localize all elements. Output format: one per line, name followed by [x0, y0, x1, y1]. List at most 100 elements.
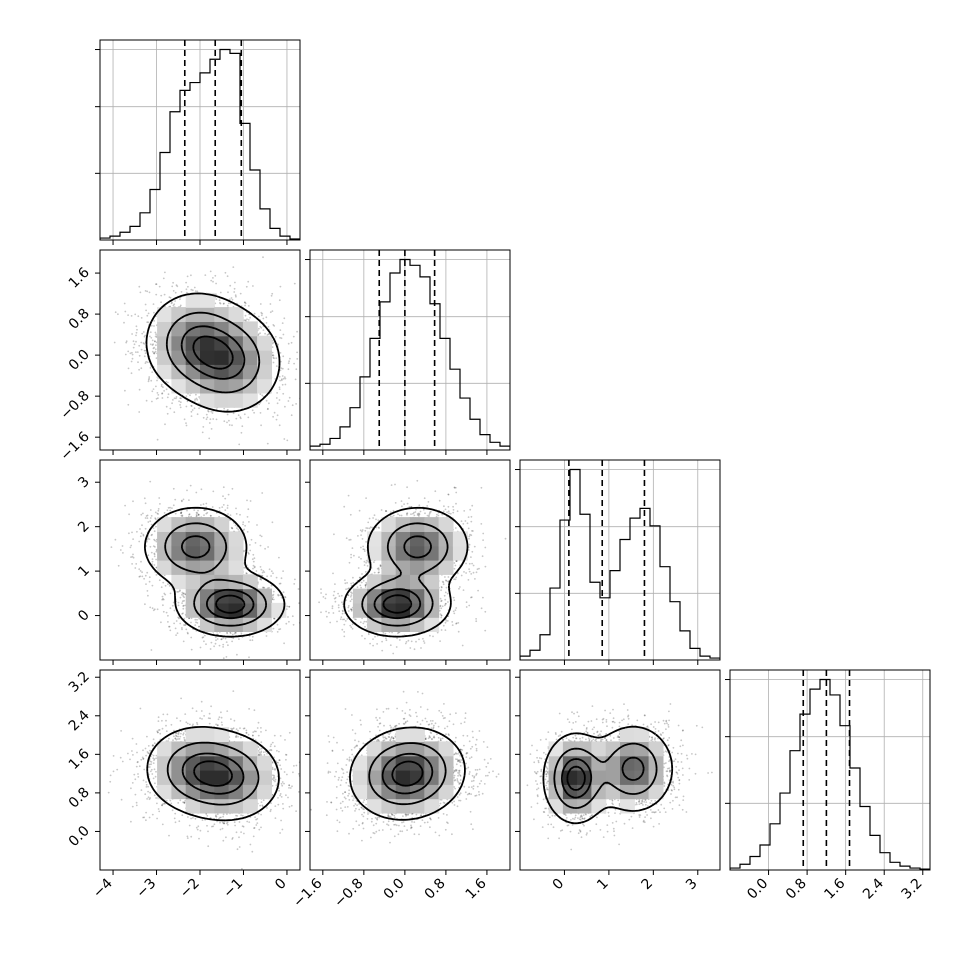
- scatter-point-1-0-1880: [160, 383, 163, 386]
- scatter-point-2-0-380: [231, 640, 234, 643]
- scatter-point-3-0-2390: [206, 824, 208, 827]
- scatter-point-2-0-1825: [152, 609, 155, 612]
- scatter-point-2-1-2367: [422, 637, 424, 640]
- scatter-point-3-1-2324: [402, 821, 405, 823]
- scatter-point-3-0-123: [241, 868, 243, 870]
- scatter-point-3-1-1026: [394, 726, 397, 728]
- scatter-point-3-2-56: [614, 808, 617, 811]
- scatter-point-1-0-1666: [259, 393, 262, 395]
- scatter-point-2-0-290: [132, 538, 135, 540]
- scatter-point-2-0-2126: [214, 636, 217, 639]
- scatter-point-1-0-2295: [191, 289, 194, 292]
- scatter-point-2-1-267: [439, 640, 441, 642]
- scatter-point-3-1-1570: [385, 707, 388, 710]
- scatter-point-1-0-1990: [141, 332, 144, 335]
- panel-frame-3-0: [99, 669, 301, 871]
- scatter-point-2-0-1068: [211, 506, 214, 508]
- scatter-point-3-1-735: [392, 820, 395, 823]
- scatter-point-3-0-500: [271, 741, 274, 744]
- scatter-point-2-0-2059: [154, 546, 156, 548]
- scatter-point-2-1-1216: [448, 512, 450, 515]
- scatter-point-1-0-2579: [127, 403, 130, 406]
- scatter-point-2-0-1360: [117, 564, 120, 567]
- scatter-point-2-0-2023: [178, 590, 181, 593]
- scatter-point-3-1-1389: [394, 725, 396, 728]
- scatter-point-3-1-2444: [332, 736, 335, 739]
- scatter-point-2-0-1161: [259, 577, 262, 580]
- scatter-point-3-1-2533: [383, 724, 385, 727]
- scatter-point-2-1-2521: [334, 600, 337, 603]
- scatter-point-1-0-2013: [247, 319, 250, 321]
- scatter-point-1-0-625: [291, 404, 294, 407]
- scatter-point-3-1-1106: [461, 749, 464, 751]
- scatter-point-2-0-537: [261, 492, 264, 494]
- scatter-point-2-1-542: [455, 622, 457, 625]
- scatter-point-3-1-1493: [360, 723, 362, 726]
- scatter-point-1-0-2574: [279, 329, 282, 331]
- scatter-point-1-0-1109: [279, 352, 282, 354]
- scatter-point-3-0-1452: [262, 751, 265, 754]
- scatter-point-2-1-191: [472, 571, 475, 574]
- scatter-point-2-0-1029: [149, 509, 152, 511]
- scatter-point-2-0-1479: [204, 634, 206, 637]
- scatter-point-3-1-1370: [350, 749, 353, 751]
- scatter-point-3-1-2514: [410, 827, 412, 830]
- scatter-point-1-0-251: [171, 301, 173, 304]
- scatter-point-3-1-2247: [447, 733, 450, 736]
- scatter-point-3-1-2567: [458, 783, 460, 785]
- scatter-point-3-1-2031: [410, 826, 413, 829]
- scatter-point-1-0-1928: [151, 339, 154, 342]
- scatter-point-1-0-2065: [175, 396, 178, 398]
- scatter-point-3-1-1051: [360, 806, 363, 809]
- scatter-point-2-1-2463: [455, 491, 458, 494]
- scatter-point-3-1-669: [356, 744, 358, 747]
- scatter-point-2-1-1380: [395, 646, 398, 648]
- scatter-point-3-1-566: [431, 738, 433, 741]
- scatter-point-2-0-197: [177, 591, 180, 593]
- scatter-point-3-1-2505: [338, 821, 341, 824]
- scatter-point-1-0-1392: [281, 322, 284, 324]
- scatter-point-3-2-111: [666, 739, 669, 742]
- scatter-point-3-1-1490: [415, 813, 418, 816]
- scatter-point-3-0-1335: [219, 821, 221, 824]
- scatter-point-3-1-894: [478, 782, 481, 785]
- scatter-point-3-1-2264: [370, 820, 373, 823]
- scatter-point-3-0-2032: [283, 771, 286, 773]
- scatter-point-2-0-549: [272, 572, 274, 575]
- scatter-point-3-1-1108: [468, 793, 470, 795]
- scatter-point-1-0-1568: [190, 415, 193, 417]
- scatter-point-3-1-338: [489, 758, 492, 760]
- scatter-point-3-0-1343: [237, 735, 239, 738]
- scatter-point-2-0-1273: [235, 513, 238, 515]
- scatter-point-2-0-85: [179, 589, 182, 592]
- scatter-point-2-1-1634: [418, 515, 420, 517]
- scatter-point-3-1-1330: [331, 750, 334, 752]
- scatter-point-3-0-677: [199, 829, 202, 832]
- scatter-point-2-1-2441: [350, 609, 353, 612]
- scatter-point-2-1-1020: [470, 573, 473, 575]
- scatter-point-3-0-326: [198, 837, 200, 840]
- scatter-point-3-1-2136: [434, 722, 437, 725]
- scatter-point-3-1-2139: [470, 786, 473, 788]
- scatter-point-3-0-1874: [257, 721, 260, 724]
- density-cell-1-0-5-9: [171, 307, 187, 322]
- xtick-label-0-1: −3: [133, 876, 159, 902]
- scatter-point-3-0-372: [260, 751, 262, 754]
- scatter-point-3-1-26: [362, 827, 365, 830]
- scatter-point-1-0-2172: [228, 298, 231, 301]
- density-cell-3-0-9-5: [228, 784, 244, 800]
- density-cell-2-1-4-7: [367, 545, 382, 561]
- scatter-point-3-0-812: [208, 722, 211, 725]
- scatter-point-2-1-2356: [464, 520, 467, 522]
- scatter-point-3-0-788: [146, 735, 148, 738]
- scatter-point-1-0-284: [135, 334, 137, 337]
- scatter-point-2-1-2477: [440, 629, 443, 631]
- scatter-point-2-1-2458: [362, 545, 364, 548]
- scatter-point-3-1-594: [384, 736, 386, 739]
- scatter-point-1-0-1736: [284, 377, 287, 380]
- scatter-point-2-0-415: [139, 528, 141, 530]
- scatter-point-2-0-1867: [215, 639, 217, 641]
- panel-0-0: [95, 39, 301, 245]
- scatter-point-2-0-1454: [155, 525, 157, 528]
- scatter-point-2-0-622: [277, 594, 280, 597]
